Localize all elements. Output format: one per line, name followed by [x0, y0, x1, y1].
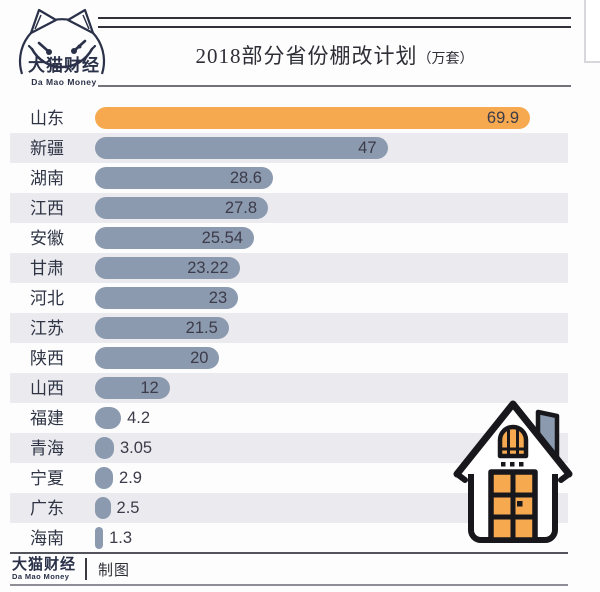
value-label: 2.5 — [116, 498, 140, 517]
bar-track: 23.22 — [95, 257, 568, 279]
page-title: 2018部分省份棚改计划（万套） — [98, 28, 571, 85]
bar — [95, 497, 111, 519]
value-label: 69.9 — [486, 108, 520, 127]
value-label: 47 — [358, 138, 377, 157]
chart-row: 江西 27.8 — [10, 193, 568, 223]
chart-row: 江苏 21.5 — [10, 313, 568, 343]
bar-track: 1.3 — [95, 527, 568, 549]
bar: 28.6 — [95, 167, 273, 189]
brand-name-cn: 大猫财经 — [28, 56, 100, 75]
value-label: 12 — [140, 378, 159, 397]
bar — [95, 467, 114, 489]
footer-brand-cn: 大猫财经 — [12, 556, 77, 574]
value-label: 27.8 — [224, 198, 258, 217]
category-label: 江苏 — [30, 318, 64, 338]
house-chimney-icon — [453, 400, 573, 543]
category-label: 山东 — [30, 108, 64, 128]
value-label: 2.9 — [119, 468, 142, 487]
bar-track: 27.8 — [95, 197, 568, 219]
chart-row: 陕西 20 — [10, 343, 568, 373]
page-title-text: 2018部分省份棚改计划 — [195, 44, 418, 68]
category-label: 福建 — [30, 408, 64, 428]
bar-track: 3.05 — [95, 437, 568, 459]
footer-brand-en: Da Mao Money — [12, 572, 70, 582]
value-label: 23 — [208, 288, 228, 307]
bar-track: 25.54 — [95, 227, 568, 249]
category-label: 陕西 — [30, 348, 64, 368]
bar-track: 28.6 — [95, 167, 568, 189]
bar: 47 — [95, 137, 388, 159]
value-label: 21.5 — [185, 318, 218, 337]
bar-track: 21.5 — [95, 317, 568, 339]
bar-track: 12 — [95, 377, 568, 399]
category-label: 广东 — [30, 498, 64, 518]
category-label: 江西 — [30, 198, 64, 218]
damao-logo: 大猫财经 Da Mao Money — [8, 6, 118, 100]
bar-track: 47 — [95, 137, 568, 159]
footer-divider — [85, 558, 88, 580]
bar-track: 2.5 — [95, 497, 568, 519]
chart-row: 甘肃 23.22 — [10, 253, 568, 283]
brand-name-en: Da Mao Money — [31, 77, 97, 87]
bar: 27.8 — [95, 197, 269, 219]
chart-row: 湖南 28.6 — [10, 163, 568, 193]
value-label: 3.05 — [119, 438, 153, 457]
value-label: 20 — [190, 348, 209, 367]
title-bottom-rule — [98, 85, 571, 87]
bar — [95, 527, 104, 549]
bar — [95, 437, 114, 459]
chart-row: 山东 69.9 — [10, 103, 568, 133]
value-label: 23.22 — [187, 258, 229, 277]
chart-row: 山西 12 — [10, 373, 568, 403]
bar-track: 2.9 — [95, 467, 568, 489]
footer-credit: 制图 — [98, 561, 131, 579]
category-label: 青海 — [30, 438, 64, 458]
bar: 25.54 — [95, 227, 254, 249]
chart-row: 河北 23 — [10, 283, 568, 313]
category-label: 山西 — [30, 378, 64, 398]
bar-track: 20 — [95, 347, 568, 369]
value-label: 25.54 — [201, 228, 243, 247]
bar: 20 — [95, 347, 220, 369]
chart-row: 安徽 25.54 — [10, 223, 568, 253]
bar: 21.5 — [95, 317, 229, 339]
chart-row: 新疆 47 — [10, 133, 568, 163]
title-top-rule — [98, 17, 571, 28]
value-label: 1.3 — [109, 528, 133, 547]
footer: 大猫财经 Da Mao Money 制图 — [10, 552, 568, 586]
chart-row: 海南 1.3 — [10, 523, 568, 553]
category-label: 甘肃 — [30, 258, 64, 278]
chart-row: 宁夏 2.9 — [10, 463, 568, 493]
category-label: 湖南 — [30, 168, 64, 188]
bar-track: 4.2 — [95, 407, 568, 429]
value-label: 4.2 — [127, 408, 151, 427]
cat-face-smile-icon — [18, 8, 106, 75]
category-label: 宁夏 — [30, 468, 64, 488]
bar-track: 23 — [95, 287, 568, 309]
title-block: 2018部分省份棚改计划（万套） — [98, 17, 571, 87]
chart-row: 福建 4.2 — [10, 403, 568, 433]
category-label: 新疆 — [30, 138, 64, 158]
value-label: 28.6 — [229, 168, 262, 187]
category-label: 安徽 — [30, 228, 64, 248]
bar: 12 — [95, 377, 170, 399]
category-label: 海南 — [30, 528, 64, 548]
corner-frame — [584, 0, 600, 63]
bar: 69.9 — [95, 107, 531, 129]
category-label: 河北 — [30, 288, 64, 308]
page-title-unit: （万套） — [417, 52, 474, 67]
bar-chart-rows: 山东 69.9 新疆 47 湖南 28.6 江西 27.8 安徽 25.54 甘肃 23.22 河北 23… — [10, 103, 568, 553]
bar: 23 — [95, 287, 239, 309]
footer-brand: 大猫财经 Da Mao Money — [10, 557, 76, 581]
bar-track: 69.9 — [95, 107, 568, 129]
bar — [95, 407, 122, 429]
bar: 23.22 — [95, 257, 240, 279]
